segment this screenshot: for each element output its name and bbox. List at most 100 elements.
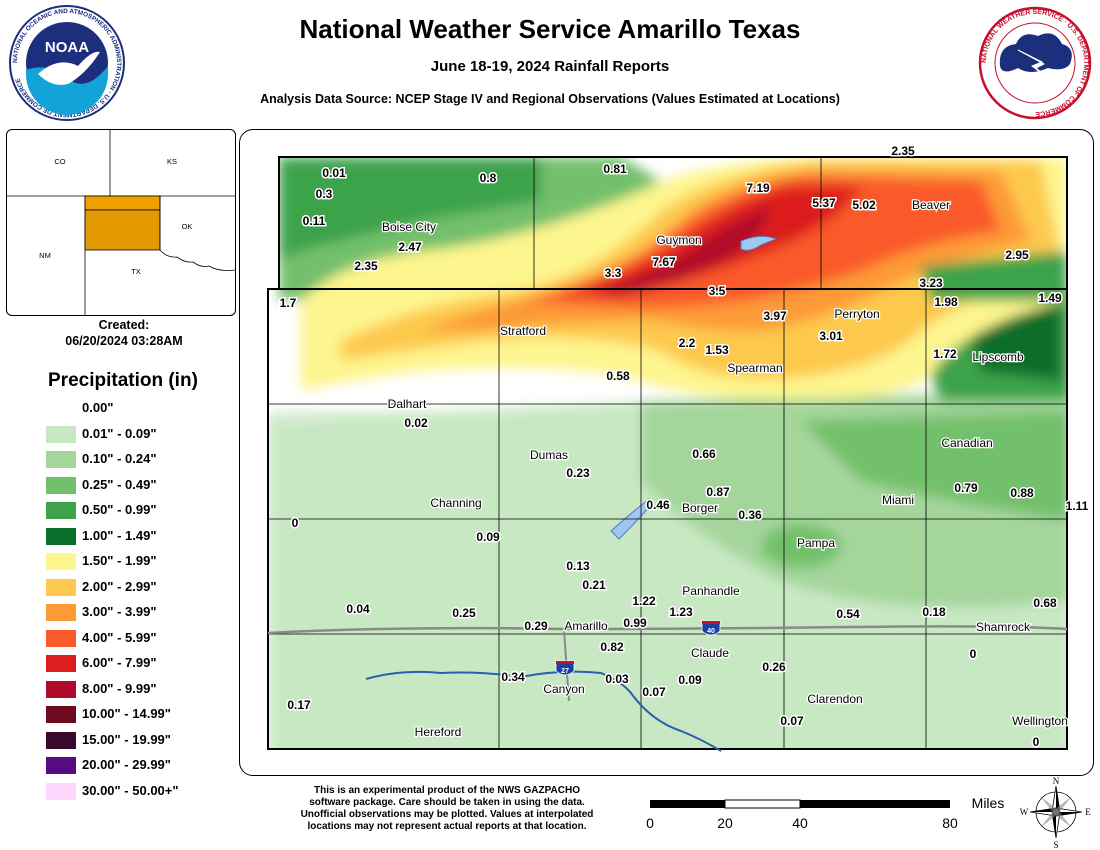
rainfall-value: 0.8 [480, 171, 497, 185]
city-label: Dumas [530, 448, 568, 462]
legend-label: 0.01" - 0.09" [82, 425, 157, 441]
city-label: Beaver [912, 198, 950, 212]
rainfall-value: 0.88 [1010, 486, 1034, 500]
rainfall-value: 0 [970, 647, 977, 661]
disclaimer-line: This is an experimental product of the N… [314, 785, 580, 796]
legend-label: 8.00" - 9.99" [82, 680, 157, 696]
rainfall-value: 0.09 [476, 530, 500, 544]
legend-swatch [46, 578, 76, 596]
rainfall-value: 0.66 [692, 447, 716, 461]
rainfall-value: 0.03 [605, 672, 629, 686]
legend-label: 2.00" - 2.99" [82, 578, 157, 594]
rainfall-value: 5.37 [812, 196, 836, 210]
legend-swatch [46, 527, 76, 545]
city-label: Shamrock [976, 620, 1031, 634]
city-label: Boise City [382, 220, 436, 234]
interstate-40-label: 40 [707, 628, 715, 635]
legend-label: 15.00" - 19.99" [82, 731, 171, 747]
legend-swatch [46, 425, 76, 443]
rainfall-value: 0.07 [642, 685, 666, 699]
city-label: Stratford [500, 324, 546, 338]
rainfall-value: 0.13 [566, 559, 590, 573]
rainfall-value: 2.35 [891, 144, 915, 158]
page-title: National Weather Service Amarillo Texas [299, 14, 801, 44]
legend-swatch [46, 629, 76, 647]
rainfall-value: 0.29 [524, 619, 548, 633]
rainfall-value: 0.23 [566, 466, 590, 480]
city-label: Canadian [941, 436, 992, 450]
legend-label: 30.00" - 50.00+" [82, 782, 179, 798]
rainfall-value: 2.47 [398, 240, 422, 254]
rainfall-value: 7.67 [652, 255, 676, 269]
city-label: Perryton [834, 307, 879, 321]
city-label: Dalhart [388, 397, 427, 411]
rainfall-value: 0 [292, 516, 299, 530]
scale-unit: Miles [972, 795, 1005, 811]
data-source-note: Analysis Data Source: NCEP Stage IV and … [260, 92, 840, 106]
rainfall-value: 0.01 [322, 166, 346, 180]
city-label: Spearman [727, 361, 782, 375]
compass-w: W [1020, 807, 1029, 817]
rainfall-map: 40 27 Boise City Guymon Beaver Stratford Per… [267, 143, 1090, 752]
rainfall-values: 0.01 0.3 0.11 0.8 0.81 2.35 7.19 5.37 5.02 2.47 2.… [278, 143, 1090, 751]
rainfall-value: 0.36 [738, 508, 762, 522]
inset-state-tx: TX [131, 267, 141, 276]
rainfall-value: 1.22 [632, 594, 656, 608]
legend-swatch [46, 706, 76, 723]
rainfall-value: 3.3 [605, 266, 622, 280]
compass-s: S [1053, 840, 1058, 850]
rainfall-value: 0.68 [1033, 596, 1057, 610]
rainfall-value: 1.72 [933, 347, 957, 361]
legend-swatch [46, 604, 76, 621]
rainfall-value: 0.04 [346, 602, 370, 616]
rainfall-value: 0.34 [501, 670, 525, 684]
nws-logo: NATIONAL WEATHER SERVICE · U.S. DEPARTME… [978, 6, 1092, 120]
rainfall-value: 3.01 [819, 329, 843, 343]
rainfall-value: 7.19 [746, 181, 770, 195]
locator-inset-map: CO KS NM OK TX [6, 129, 236, 316]
legend-swatch [46, 655, 76, 672]
city-label: Pampa [797, 536, 835, 550]
rainfall-value: 0.25 [452, 606, 476, 620]
rainfall-value: 0.11 [303, 214, 326, 228]
rainfall-value: 0.02 [404, 416, 428, 430]
legend-swatch [46, 782, 76, 800]
legend-label: 10.00" - 14.99" [82, 706, 171, 721]
legend-label: 1.50" - 1.99" [82, 553, 157, 568]
city-label: Lipscomb [972, 350, 1024, 364]
interstate-27-label: 27 [561, 668, 569, 675]
legend-label: 1.00" - 1.49" [82, 527, 157, 543]
legend-swatch [46, 451, 76, 468]
inset-state-co: CO [54, 157, 65, 166]
disclaimer-text: This is an experimental product of the N… [262, 785, 632, 833]
rainfall-value: 0.07 [780, 714, 804, 728]
scale-tick: 0 [646, 815, 654, 831]
rainfall-value: 3.23 [919, 276, 943, 290]
disclaimer-line: software package. Care should be taken i… [309, 797, 585, 808]
rainfall-value: 1.49 [1038, 291, 1062, 305]
rainfall-value: 0.81 [603, 162, 627, 176]
legend-label: 3.00" - 3.99" [82, 604, 157, 619]
rainfall-value: 0.99 [623, 616, 647, 630]
inset-state-ks: KS [167, 157, 177, 166]
rainfall-value: 0.46 [646, 498, 670, 512]
rainfall-value: 5.02 [852, 198, 876, 212]
rainfall-value: 0.17 [287, 698, 311, 712]
legend-swatch [46, 502, 76, 519]
city-label: Canyon [543, 682, 584, 696]
city-label: Channing [430, 496, 481, 510]
disclaimer-line: locations may not represent actual repor… [307, 821, 587, 832]
compass-e: E [1085, 807, 1091, 817]
city-label: Hereford [415, 725, 462, 739]
legend-swatch [46, 680, 76, 698]
rainfall-value: 2.95 [1005, 248, 1029, 262]
noaa-wordmark: NOAA [45, 39, 89, 56]
legend-swatch [46, 757, 76, 774]
legend-label: 6.00" - 7.99" [82, 655, 157, 670]
rainfall-value: 0.87 [706, 485, 730, 499]
created-timestamp: 06/20/2024 03:28AM [65, 334, 183, 348]
interstate-27-shield: 27 [555, 660, 575, 676]
legend-label: 0.10" - 0.24" [82, 451, 157, 466]
city-label: Guymon [656, 233, 701, 247]
rainfall-value: 1.53 [705, 343, 729, 357]
